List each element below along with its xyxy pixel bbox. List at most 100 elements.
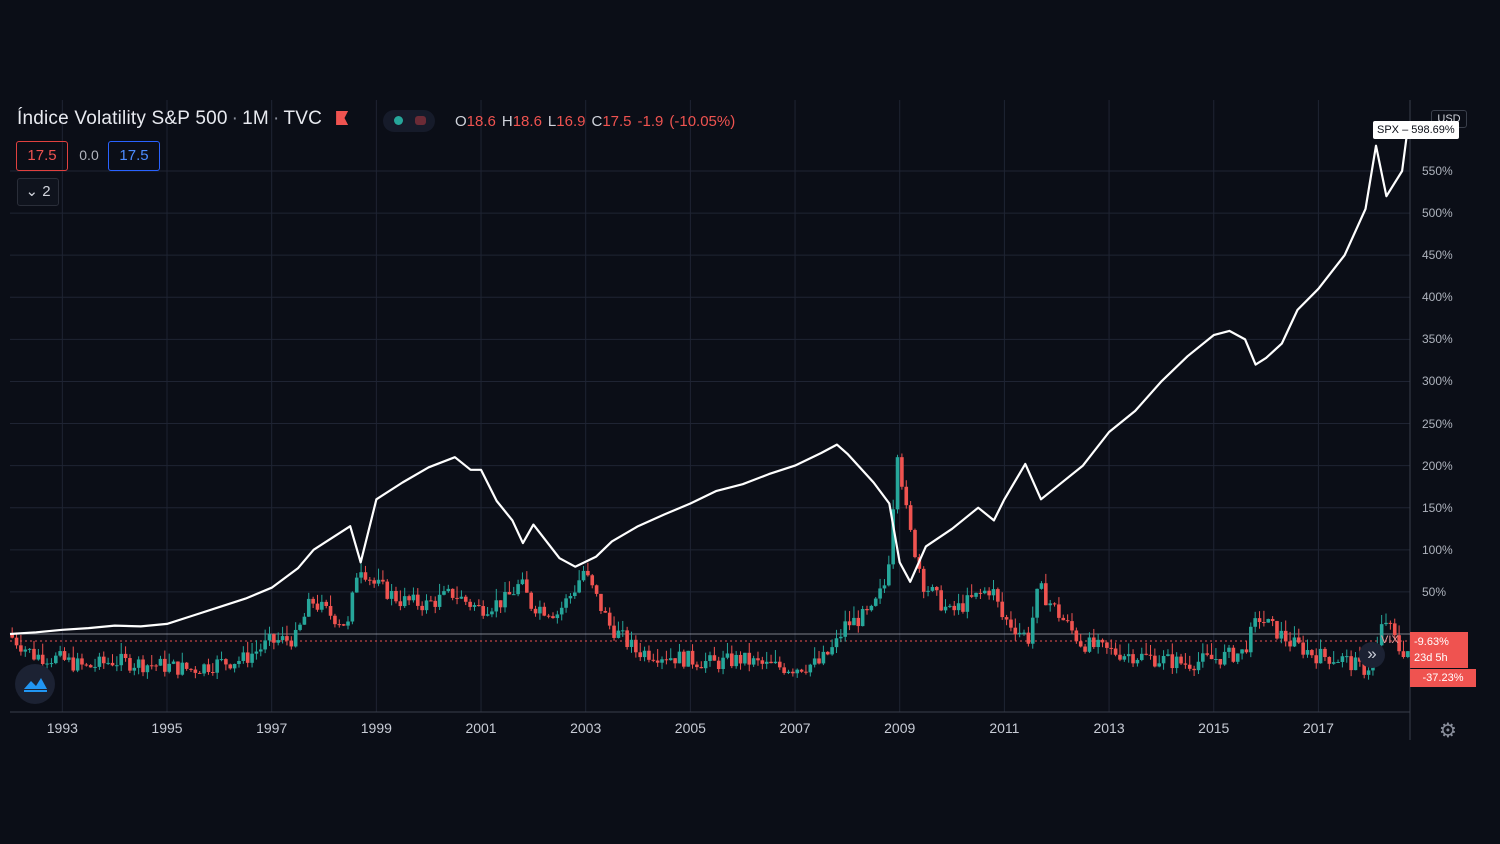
- vix-candle-body: [228, 664, 233, 669]
- vix-candle-body: [27, 648, 32, 650]
- vix-candle-body: [921, 568, 926, 592]
- buy-price-button[interactable]: 17.5: [108, 141, 160, 171]
- vix-candle-body: [686, 650, 690, 667]
- vix-candle-body: [564, 598, 568, 608]
- vix-candle-body: [961, 603, 965, 612]
- vix-candle-body: [263, 640, 267, 650]
- vix-candle-body: [878, 588, 882, 599]
- vix-candle-body: [141, 659, 145, 673]
- vix-candle-body: [638, 652, 643, 658]
- vix-candle-body: [1035, 588, 1039, 618]
- spx-price-tag: SPX – 598.69%: [1373, 121, 1459, 139]
- vix-candle-body: [58, 651, 62, 656]
- vix-candle-body: [1122, 656, 1127, 660]
- vix-candle-body: [943, 606, 948, 611]
- open-value: 18.6: [466, 113, 496, 130]
- vix-candle-body: [415, 594, 420, 606]
- interval-label[interactable]: 1M: [242, 108, 269, 129]
- vix-candle-body: [1113, 648, 1118, 655]
- vix-candle-body: [634, 639, 638, 653]
- vix-candle-body: [1070, 621, 1074, 631]
- vix-candle-body: [1331, 662, 1336, 664]
- vix-candle-body: [1131, 654, 1135, 664]
- vix-candle-body: [756, 658, 760, 661]
- y-tick-label: 250%: [1422, 416, 1453, 431]
- vix-candle-body: [1183, 663, 1188, 665]
- vix-candle-body: [1004, 617, 1009, 620]
- vix-candle-body: [145, 665, 150, 673]
- flag-icon[interactable]: [336, 111, 349, 125]
- gear-icon[interactable]: ⚙: [1439, 720, 1457, 742]
- vix-candle-body: [825, 651, 830, 655]
- vix-candle-body: [1349, 656, 1353, 671]
- vix-candle-body: [376, 579, 381, 584]
- vix-candle-body: [1384, 622, 1388, 625]
- x-tick-label: 1993: [46, 720, 78, 736]
- vix-candle-body: [503, 591, 507, 608]
- vix-candle-body: [1135, 659, 1140, 664]
- vix-candle-body: [603, 610, 608, 613]
- vix-candle-body: [241, 652, 246, 661]
- vix-candle-body: [276, 640, 281, 643]
- vix-candle-body: [716, 660, 721, 669]
- vix-candle-body: [189, 668, 193, 670]
- vix-candle-body: [1100, 639, 1105, 643]
- y-tick-label: 200%: [1422, 458, 1453, 473]
- header-separator: ·: [231, 108, 239, 129]
- vix-candle-body: [67, 657, 71, 660]
- market-status-pill[interactable]: [383, 110, 435, 132]
- vix-candle-body: [498, 600, 503, 608]
- y-tick-label: 450%: [1422, 248, 1453, 263]
- x-tick-label: 2011: [989, 720, 1020, 736]
- vix-candle-body: [525, 579, 529, 593]
- vix-candle-body: [1257, 618, 1262, 623]
- vix-candle-body: [71, 657, 76, 671]
- x-tick-label: 1995: [151, 720, 183, 736]
- sell-price-button[interactable]: 17.5: [16, 141, 68, 171]
- vix-candle-body: [1231, 647, 1236, 662]
- vix-candle-body: [939, 590, 943, 611]
- vix-candle-body: [620, 630, 625, 632]
- vix-candle-body: [149, 665, 154, 667]
- vix-candle-body: [590, 575, 595, 586]
- vix-candle-body: [651, 659, 656, 661]
- vix-candle-body: [926, 590, 930, 592]
- vix-candle-body: [328, 605, 333, 616]
- symbol-header[interactable]: Índice Volatility S&P 500 · 1M · TVC: [17, 108, 349, 130]
- symbol-name[interactable]: Índice Volatility S&P 500: [17, 108, 228, 129]
- vix-candle-body: [629, 639, 634, 647]
- vix-candle-body: [1235, 653, 1240, 662]
- vix-candle-body: [1118, 654, 1122, 660]
- vix-candle-body: [734, 654, 738, 667]
- vix-candle-body: [952, 605, 957, 611]
- vix-candle-body: [1144, 653, 1148, 655]
- vix-candle-body: [106, 662, 110, 664]
- vix-candle-body: [346, 621, 350, 626]
- double-chevron-right-icon[interactable]: »: [1359, 642, 1385, 668]
- spx-line: [9, 130, 1409, 636]
- vix-candle-body: [1262, 622, 1266, 624]
- vix-candle-body: [420, 605, 424, 611]
- vix-candle-body: [869, 605, 874, 611]
- vix-candle-body: [446, 588, 451, 592]
- vix-candle-body: [660, 659, 664, 663]
- vix-candle-body: [930, 587, 935, 591]
- vix-candle-body: [293, 629, 298, 647]
- high-value: 18.6: [512, 113, 542, 130]
- vix-candle-body: [1310, 650, 1314, 656]
- vix-candle-body: [712, 655, 717, 661]
- vix-candle-body: [1275, 621, 1279, 639]
- vix-candle-body: [730, 653, 734, 667]
- tradingview-logo-icon[interactable]: [15, 664, 55, 704]
- vix-candle-body: [62, 651, 67, 660]
- vix-candle-body: [699, 667, 704, 669]
- vix-candle-body: [1344, 656, 1349, 658]
- vix-candle-body: [1296, 637, 1301, 643]
- vix-candle-body: [341, 624, 346, 626]
- vix-candle-body: [642, 650, 647, 658]
- indicators-collapse-button[interactable]: ⌄ 2: [17, 178, 59, 206]
- vix-candle-body: [180, 662, 185, 675]
- vix-candle-body: [1105, 642, 1109, 648]
